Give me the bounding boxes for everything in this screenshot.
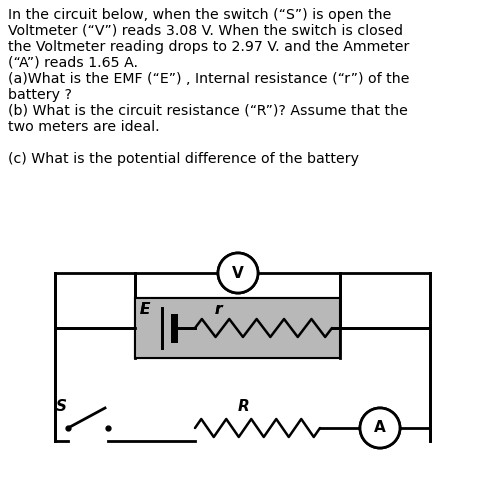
- Text: V: V: [232, 266, 244, 281]
- Text: E: E: [140, 302, 150, 317]
- Text: (a)What is the EMF (“E”) , Internal resistance (“r”) of the: (a)What is the EMF (“E”) , Internal resi…: [8, 72, 410, 86]
- Text: R: R: [238, 399, 249, 414]
- Text: A: A: [374, 421, 386, 436]
- Bar: [135, 298, 340, 358]
- Text: In the circuit below, when the switch (“S”) is open the: In the circuit below, when the switch (“…: [8, 8, 391, 22]
- Text: r: r: [215, 302, 223, 317]
- Bar: [135, 298, 340, 358]
- Text: (“A”) reads 1.65 A.: (“A”) reads 1.65 A.: [8, 56, 138, 70]
- Circle shape: [218, 253, 258, 293]
- Text: battery ?: battery ?: [8, 88, 72, 102]
- Text: (c) What is the potential difference of the battery: (c) What is the potential difference of …: [8, 152, 359, 166]
- Text: the Voltmeter reading drops to 2.97 V. and the Ammeter: the Voltmeter reading drops to 2.97 V. a…: [8, 40, 409, 54]
- Circle shape: [360, 408, 400, 448]
- Text: r: r: [215, 302, 223, 317]
- Text: Voltmeter (“V”) reads 3.08 V. When the switch is closed: Voltmeter (“V”) reads 3.08 V. When the s…: [8, 24, 403, 38]
- Bar: [56, 298, 134, 358]
- Text: two meters are ideal.: two meters are ideal.: [8, 120, 159, 134]
- Circle shape: [218, 253, 258, 293]
- Circle shape: [360, 408, 400, 448]
- Text: S: S: [56, 399, 67, 414]
- Text: V: V: [232, 266, 244, 281]
- Text: (b) What is the circuit resistance (“R”)? Assume that the: (b) What is the circuit resistance (“R”)…: [8, 104, 408, 118]
- Text: E: E: [140, 302, 150, 317]
- Bar: [340, 298, 429, 358]
- Text: A: A: [374, 421, 386, 436]
